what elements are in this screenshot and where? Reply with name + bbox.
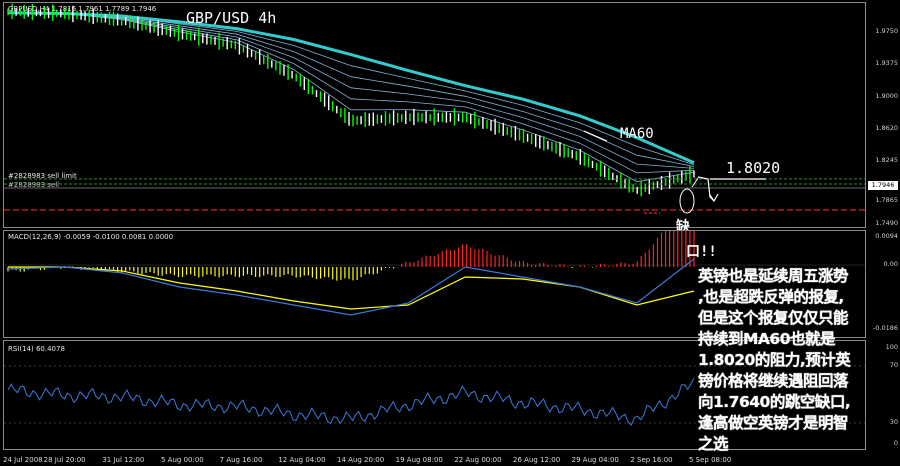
time-tick: 24 Jul 2008 xyxy=(3,456,43,464)
price-tick: 1.7490 xyxy=(875,219,898,227)
price-tick: 1.8245 xyxy=(875,156,898,164)
ma-fan-line xyxy=(7,11,695,174)
macd-chart-svg xyxy=(4,231,865,316)
macd-tick: 0.00 xyxy=(883,260,898,268)
ma60-label: MA60 xyxy=(620,126,654,142)
macd-label: MACD(12,26,9) -0.0059 -0.0100 0.0081 0.0… xyxy=(8,233,174,241)
rsi-panel[interactable]: RSI(14) 60.4078 xyxy=(3,340,866,450)
price-tick: 1.8620 xyxy=(875,124,898,132)
commentary-line: ,也是超跌反弹的报复, xyxy=(698,288,844,306)
macd-panel[interactable]: MACD(12,26,9) -0.0059 -0.0100 0.0081 0.0… xyxy=(3,230,866,338)
time-axis: 24 Jul 2008 28 Jul 20:00 31 Jul 12:00 5 Aug… xyxy=(3,450,866,466)
time-tick: 14 Aug 20:00 xyxy=(337,456,385,464)
price-panel[interactable]: GBPUSD,H4 1.7816 1.7961 1.7789 1.7946 GB… xyxy=(3,2,866,235)
order-label-2: #2828983 sell xyxy=(8,181,60,189)
macd-signal-line xyxy=(8,266,695,310)
price-tick: 1.7865 xyxy=(875,196,898,204)
macd-main-line xyxy=(7,258,695,316)
macd-axis: 0.0094 0.00 -0.0186 xyxy=(866,230,900,338)
rsi-axis: 100 70 30 0 xyxy=(866,340,900,450)
ma60-pointer xyxy=(583,130,608,142)
ma-fan-line xyxy=(7,12,695,167)
macd-tick: 0.0094 xyxy=(875,232,898,240)
time-tick: 22 Aug 00:00 xyxy=(454,456,502,464)
time-tick: 5 Sep 08:00 xyxy=(689,456,732,464)
commentary-line: 之选 xyxy=(698,435,729,453)
commentary-text: 英镑也是延续周五涨势 ,也是超跌反弹的报复, 但是这个报复仅仅只能 持续到MA6… xyxy=(698,266,886,455)
time-tick: 31 Jul 12:00 xyxy=(102,456,145,464)
commentary-line: 持续到MA60也就是 xyxy=(698,330,836,348)
gap-label-2: 口!! xyxy=(686,244,717,260)
price-axis: 1.9750 1.9375 1.9000 1.8620 1.8245 1.786… xyxy=(866,2,900,228)
rsi-label: RSI(14) 60.4078 xyxy=(8,345,65,353)
rsi-tick: 30 xyxy=(889,418,898,426)
time-tick: 28 Jul 20:00 xyxy=(43,456,86,464)
price-tick: 1.9000 xyxy=(875,92,898,100)
commentary-line: 镑价格将继续遇阻回落 xyxy=(698,372,849,390)
arrow-head xyxy=(709,193,719,203)
commentary-line: 1.8020的阻力,预计英 xyxy=(698,351,851,369)
rsi-tick: 100 xyxy=(885,343,898,351)
price-chart-svg xyxy=(4,3,865,214)
commentary-line: 英镑也是延续周五涨势 xyxy=(698,267,849,285)
rsi-chart-svg xyxy=(4,365,865,426)
price-tick: 1.9375 xyxy=(875,59,898,67)
resistance-label: 1.8020 xyxy=(726,159,781,177)
macd-tick: -0.0186 xyxy=(872,324,898,332)
commentary-line: 向1.7640的跳空缺口, xyxy=(698,393,851,411)
gap-circle xyxy=(679,188,695,214)
symbol-info: GBPUSD,H4 1.7816 1.7961 1.7789 1.7946 xyxy=(8,5,157,13)
gap-arrow-up xyxy=(691,177,699,188)
rsi-tick: 0 xyxy=(893,439,898,447)
chart-title: GBP/USD 4h xyxy=(186,9,277,27)
time-tick: 29 Aug 04:00 xyxy=(571,456,619,464)
time-tick: 12 Aug 04:00 xyxy=(278,456,326,464)
order-label: #2828983 sell limit xyxy=(8,172,77,180)
rsi-line xyxy=(7,377,695,426)
time-tick: 19 Aug 08:00 xyxy=(395,456,443,464)
time-tick: 26 Aug 12:00 xyxy=(513,456,561,464)
commentary-line: 但是这个报复仅仅只能 xyxy=(698,309,849,327)
price-tick: 1.9750 xyxy=(875,27,898,35)
time-tick: 5 Aug 00:00 xyxy=(161,456,204,464)
ma-fan-line xyxy=(7,11,695,169)
time-tick: 7 Aug 16:00 xyxy=(219,456,263,464)
commentary-line: 逢高做空英镑才是明智 xyxy=(698,414,849,432)
rsi-tick: 70 xyxy=(889,361,898,369)
ma-fan-line xyxy=(7,11,695,183)
time-tick: 2 Sep 16:00 xyxy=(630,456,673,464)
current-price-box: 1.7946 xyxy=(868,181,898,190)
